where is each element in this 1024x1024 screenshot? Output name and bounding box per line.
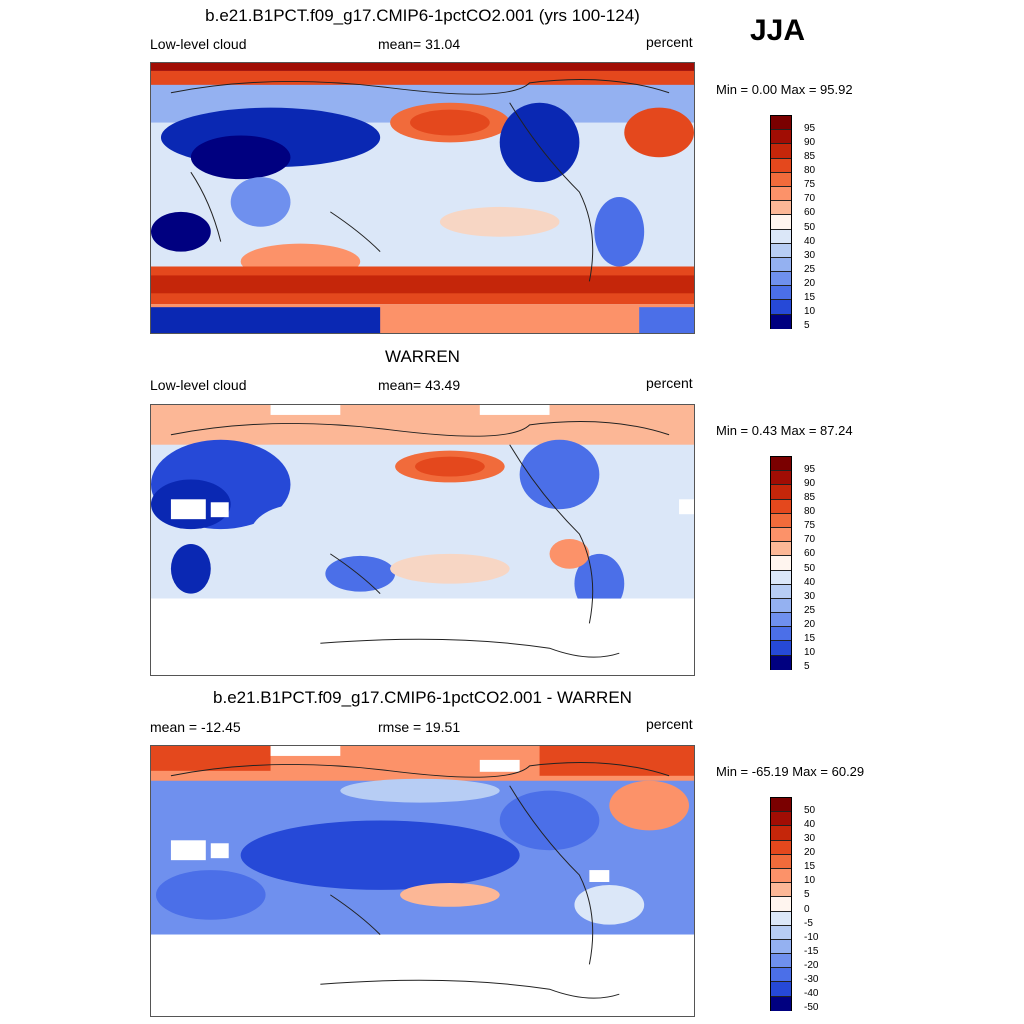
panel3-colorbar-label: -5 — [804, 918, 813, 929]
panel1-mean-label: mean= 31.04 — [378, 36, 461, 52]
panel2-mean-label: mean= 43.49 — [378, 377, 461, 393]
panel1-colorbar-label: 5 — [804, 320, 810, 331]
panel3-mean-label: mean = -12.45 — [150, 719, 241, 735]
panel2-minmax: Min = 0.43 Max = 87.24 — [716, 423, 853, 438]
panel1-map — [150, 62, 695, 334]
season-label: JJA — [750, 14, 806, 47]
panel3-rmse-label: rmse = 19.51 — [378, 719, 461, 735]
panel2-colorbar-label: 95 — [804, 464, 816, 475]
panel2-colorbar-label: 60 — [804, 548, 816, 559]
panel3-colorbar — [770, 797, 792, 1011]
panel2-colorbar-label: 50 — [804, 563, 816, 574]
panel2-colorbar-label: 70 — [804, 534, 816, 545]
panel2-colorbar-label: 25 — [804, 605, 816, 616]
panel1-colorbar-label: 20 — [804, 278, 816, 289]
panel3-colorbar-label: -40 — [804, 988, 819, 999]
panel2-colorbar-label: 30 — [804, 591, 816, 602]
panel1-variable-label: Low-level cloud — [150, 36, 247, 52]
panel2-colorbar-label: 80 — [804, 506, 816, 517]
panel3-minmax: Min = -65.19 Max = 60.29 — [716, 764, 865, 779]
panel1-colorbar-label: 95 — [804, 123, 816, 134]
panel1-colorbar-label: 40 — [804, 236, 816, 247]
panel2-units-label: percent — [646, 375, 693, 391]
panel1-minmax: Min = 0.00 Max = 95.92 — [716, 82, 853, 97]
panel2-colorbar — [770, 456, 792, 670]
panel1-colorbar-label: 10 — [804, 306, 816, 317]
panel2-colorbar-label: 40 — [804, 577, 816, 588]
panel2-colorbar-label: 90 — [804, 478, 816, 489]
panel2-colorbar-label: 20 — [804, 619, 816, 630]
panel1-map-svg — [151, 63, 694, 333]
panel1-title: b.e21.B1PCT.f09_g17.CMIP6-1pctCO2.001 (y… — [205, 6, 640, 25]
panel2-colorbar-label: 5 — [804, 661, 810, 672]
panel1-colorbar — [770, 115, 792, 329]
panel1-colorbar-label: 15 — [804, 292, 816, 303]
panel3-colorbar-label: 20 — [804, 847, 816, 858]
panel1-units-label: percent — [646, 34, 693, 50]
panel1-colorbar-label: 25 — [804, 264, 816, 275]
panel2-map-svg — [151, 405, 694, 675]
panel2-variable-label: Low-level cloud — [150, 377, 247, 393]
panel2-colorbar-label: 15 — [804, 633, 816, 644]
panel3-colorbar-label: -30 — [804, 974, 819, 985]
panel3-colorbar-label: 50 — [804, 805, 816, 816]
panel3-colorbar-label: -15 — [804, 946, 819, 957]
panel3-colorbar-label: -50 — [804, 1002, 819, 1013]
panel3-colorbar-label: -10 — [804, 932, 819, 943]
panel1-colorbar-label: 30 — [804, 250, 816, 261]
panel3-map — [150, 745, 695, 1017]
panel1-colorbar-label: 90 — [804, 137, 816, 148]
panel1-colorbar-label: 75 — [804, 179, 816, 190]
panel3-colorbar-label: 0 — [804, 904, 810, 915]
panel2-map — [150, 404, 695, 676]
panel3-units-label: percent — [646, 716, 693, 732]
panel1-colorbar-label: 70 — [804, 193, 816, 204]
panel3-colorbar-label: 5 — [804, 889, 810, 900]
panel3-colorbar-label: -20 — [804, 960, 819, 971]
panel1-colorbar-label: 60 — [804, 207, 816, 218]
panel2-title: WARREN — [385, 347, 460, 366]
panel2-colorbar-label: 85 — [804, 492, 816, 503]
panel3-colorbar-label: 30 — [804, 833, 816, 844]
panel3-title: b.e21.B1PCT.f09_g17.CMIP6-1pctCO2.001 - … — [213, 688, 632, 707]
panel3-colorbar-label: 15 — [804, 861, 816, 872]
panel2-colorbar-label: 75 — [804, 520, 816, 531]
panel3-map-svg — [151, 746, 694, 1016]
panel3-colorbar-label: 40 — [804, 819, 816, 830]
panel3-colorbar-label: 10 — [804, 875, 816, 886]
panel1-colorbar-label: 85 — [804, 151, 816, 162]
panel2-colorbar-label: 10 — [804, 647, 816, 658]
panel1-colorbar-label: 80 — [804, 165, 816, 176]
panel1-colorbar-label: 50 — [804, 222, 816, 233]
